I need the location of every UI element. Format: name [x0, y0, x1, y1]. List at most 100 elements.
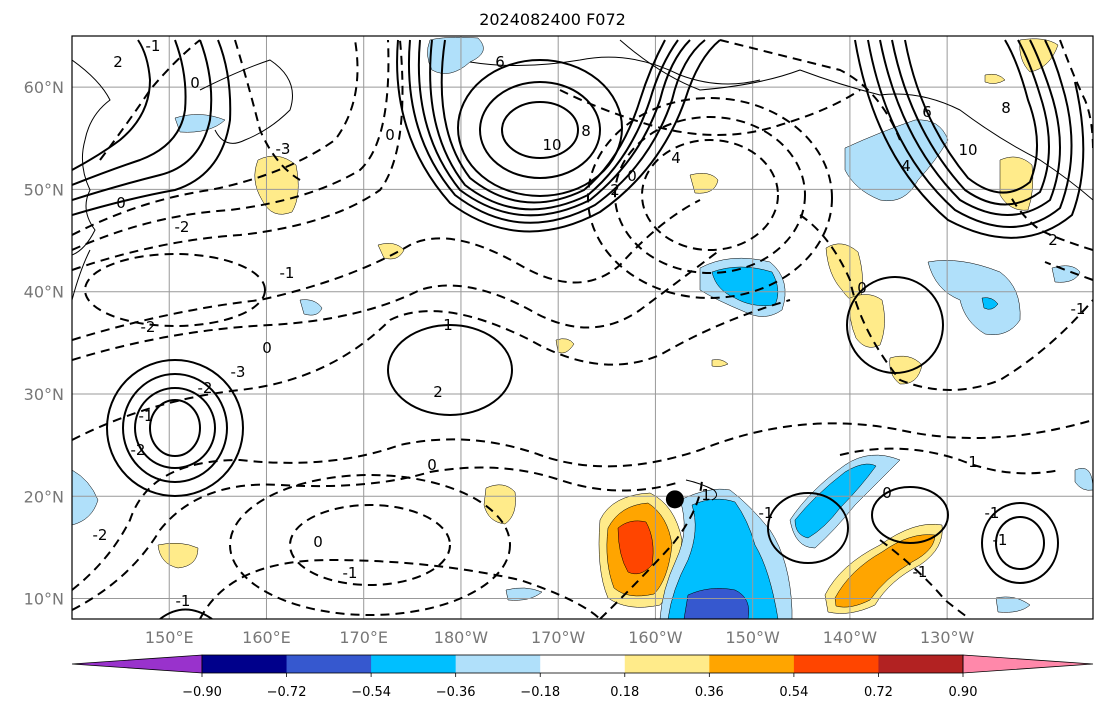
region-yellow-northeast: [999, 156, 1034, 211]
contour-solid-mid-4: [122, 373, 228, 483]
region-yellow-small-1: [377, 243, 405, 260]
colorbar-segment: [624, 655, 710, 673]
contour-solid-nw1: [72, 39, 213, 201]
contour-label: -1: [759, 504, 774, 522]
contour-solid-e4: [995, 516, 1045, 570]
contour-dash-6: [72, 299, 791, 441]
coastline-alaska: [619, 39, 1093, 201]
contour-label: 2: [610, 181, 620, 199]
contour-solid-3: [457, 59, 623, 197]
contour-solid-7: [407, 39, 706, 224]
contour-solid-e5: [871, 486, 949, 544]
contour-label: 4: [901, 157, 911, 175]
region-blue-south: [667, 498, 779, 619]
colorbar-arrow-right: [962, 654, 1094, 674]
region-redorange-hawaii: [617, 520, 654, 575]
lat-tick-label: 60°N: [24, 78, 64, 97]
contour-label: 1: [701, 486, 711, 504]
dashed-contour-lines: [72, 39, 1093, 619]
region-blue-east: [981, 297, 999, 310]
colorbar-segment: [540, 655, 626, 673]
region-light-blue-south-small: [505, 587, 543, 601]
contour-label: 0: [627, 167, 637, 185]
region-light-blue-left: [72, 469, 99, 526]
contour-dash-7: [72, 419, 1093, 591]
contour-label: -2: [175, 218, 190, 236]
coastlines: [72, 39, 1093, 501]
contour-solid-r4: [854, 39, 1085, 239]
contour-solid-nw4: [72, 39, 152, 171]
lon-tick-label: 180°W: [434, 628, 489, 647]
colorbar-arrow-left: [71, 654, 203, 674]
coastline-kamchatka: [199, 59, 293, 144]
contour-solid-r3: [891, 39, 1050, 206]
contour-dash-22: [599, 479, 703, 619]
contour-dash-25: [99, 39, 201, 161]
contour-solid-r1: [879, 39, 1061, 216]
region-light-blue-small: [299, 299, 323, 316]
contour-label: -2: [141, 318, 156, 336]
contour-dash-10: [289, 504, 451, 586]
region-light-blue-far-east: [1051, 265, 1081, 283]
contour-label: -1: [343, 564, 358, 582]
colorbar-segment: [793, 655, 879, 673]
colorbar-tick-label: 0.72: [864, 685, 893, 700]
contour-labels: 02-106108420-3-2-1-20-3012-2-1-20-10-2-1…: [93, 37, 1086, 610]
contour-label: 0: [882, 484, 892, 502]
contour-label: 0: [190, 74, 200, 92]
lon-tick-label: 150°E: [145, 628, 194, 647]
coastline-aleutians: [469, 56, 761, 85]
region-yellow-small-top: [984, 73, 1006, 84]
colorbar-segment: [878, 655, 964, 673]
contour-label: 10: [958, 141, 977, 159]
colorbar-tick-label: −0.90: [182, 685, 222, 700]
lon-tick-label: 170°E: [339, 628, 388, 647]
contour-label: -2: [198, 379, 213, 397]
lon-tick-label: 160°W: [628, 628, 683, 647]
contour-dash-3: [72, 39, 359, 236]
shaded-regions: [72, 37, 1093, 619]
colorbar-segment: [202, 655, 288, 673]
contour-label: 6: [922, 103, 932, 121]
contour-solid-nw3: [72, 39, 187, 186]
contour-dash-9: [84, 253, 266, 327]
colorbar-tick-label: −0.72: [267, 685, 307, 700]
region-yellow-small-2: [689, 173, 719, 194]
colorbar-segment: [371, 655, 457, 673]
lon-tick-label: 150°W: [725, 628, 780, 647]
contour-label: 1: [968, 453, 978, 471]
lat-tick-label: 10°N: [24, 590, 64, 609]
contour-label: 4: [671, 149, 681, 167]
contour-solid-6: [440, 39, 666, 204]
colorbar-tick-label: −0.36: [436, 685, 476, 700]
contour-solid-mid-1: [387, 324, 513, 416]
contour-dash-11: [229, 474, 511, 616]
contour-label: 2: [113, 53, 123, 71]
contour-label: 6: [495, 53, 505, 71]
colorbar-segment: [286, 655, 372, 673]
contour-solid-r5: [904, 39, 1038, 194]
coastline-japan: [72, 249, 91, 301]
colorbar-segment: [709, 655, 795, 673]
contour-solid-nw2: [72, 39, 232, 216]
contour-label: 0: [857, 279, 867, 297]
contour-solid-mid-3: [134, 387, 216, 469]
colorbar-tick-label: 0.90: [949, 685, 978, 700]
contour-solid-e2: [767, 492, 849, 564]
lon-tick-label: 140°W: [823, 628, 878, 647]
lat-tick-label: 30°N: [24, 385, 64, 404]
coastline-asia: [72, 59, 111, 256]
contour-label: 0: [262, 339, 272, 357]
colorbar-tick-label: 0.18: [610, 685, 639, 700]
contour-solid-r2: [867, 39, 1073, 228]
colorbar-outline: [201, 654, 964, 674]
contour-label: 0: [116, 194, 126, 212]
contour-dash-19: [1009, 194, 1093, 251]
contour-label: 8: [581, 122, 591, 140]
region-dark-blue-south: [683, 588, 749, 619]
contour-dash-17: [719, 39, 901, 141]
contour-solid-2: [479, 81, 601, 179]
contour-label: -1: [176, 592, 191, 610]
contour-label: -2: [131, 441, 146, 459]
region-light-blue-south-east: [995, 596, 1031, 613]
